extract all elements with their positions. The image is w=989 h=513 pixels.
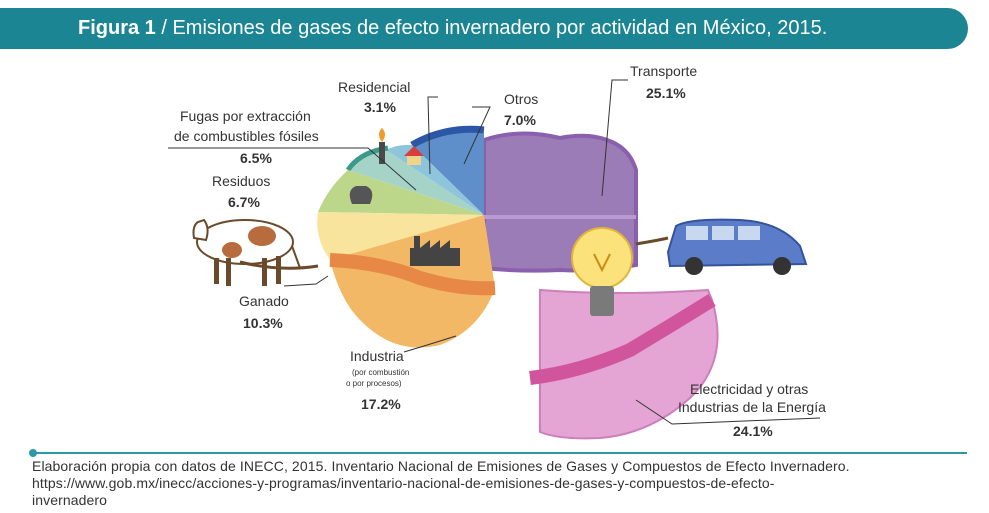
source-note: Elaboración propia con datos de INECC, 2…	[32, 458, 972, 509]
label-industria-sub1: (por combustión	[352, 368, 409, 377]
footer-separator	[32, 452, 967, 454]
waste-bag-icon	[349, 186, 373, 204]
label-fugas-line1: Fugas por extracción	[180, 108, 311, 124]
value-transporte: 25.1%	[646, 85, 686, 101]
label-residuos: Residuos	[212, 173, 270, 189]
value-residencial: 3.1%	[364, 99, 396, 115]
label-fugas-line2: de combustibles fósiles	[174, 128, 319, 144]
slice-fugas	[348, 150, 484, 215]
figure-title-text: / Emisiones de gases de efecto invernade…	[155, 17, 828, 39]
cow-icon	[192, 218, 319, 286]
car-icon	[666, 218, 808, 275]
value-residuos: 6.7%	[228, 194, 260, 210]
source-url[interactable]: https://www.gob.mx/inecc/acciones-y-prog…	[32, 475, 972, 509]
value-fugas: 6.5%	[240, 150, 272, 166]
footer-separator-dot	[29, 449, 37, 457]
pie-body	[317, 125, 719, 440]
label-residencial: Residencial	[338, 79, 410, 95]
slice-ganado	[317, 212, 484, 260]
label-industria: Industria	[350, 348, 404, 364]
figure-label: Figura 1	[78, 17, 156, 39]
light-bulb-icon	[571, 227, 669, 316]
source-url-line-1[interactable]: https://www.gob.mx/inecc/acciones-y-prog…	[32, 475, 775, 491]
value-industria: 17.2%	[361, 396, 401, 412]
slice-otros	[412, 132, 484, 215]
value-electricidad: 24.1%	[733, 423, 773, 439]
value-otros: 7.0%	[504, 112, 536, 128]
value-ganado: 10.3%	[243, 315, 283, 331]
gas-flare-icon	[379, 128, 385, 164]
house-icon	[404, 146, 424, 165]
label-otros: Otros	[504, 91, 538, 107]
source-url-line-2[interactable]: invernadero	[32, 492, 108, 508]
label-ganado: Ganado	[239, 293, 289, 309]
figure-title: Figura 1 / Emisiones de gases de efecto …	[78, 17, 827, 40]
leader-lines	[168, 79, 821, 425]
label-electricidad-line1: Electricidad y otras	[690, 381, 808, 397]
label-industria-sub2: o por procesos)	[346, 379, 402, 388]
emissions-pie-chart: Transporte 25.1% Otros 7.0% Residencial …	[168, 63, 826, 440]
label-electricidad-line2: Industrias de la Energía	[678, 399, 826, 415]
label-transporte: Transporte	[630, 63, 697, 79]
factory-icon	[410, 236, 460, 266]
title-banner	[0, 8, 968, 49]
source-line-1: Elaboración propia con datos de INECC, 2…	[32, 458, 850, 474]
